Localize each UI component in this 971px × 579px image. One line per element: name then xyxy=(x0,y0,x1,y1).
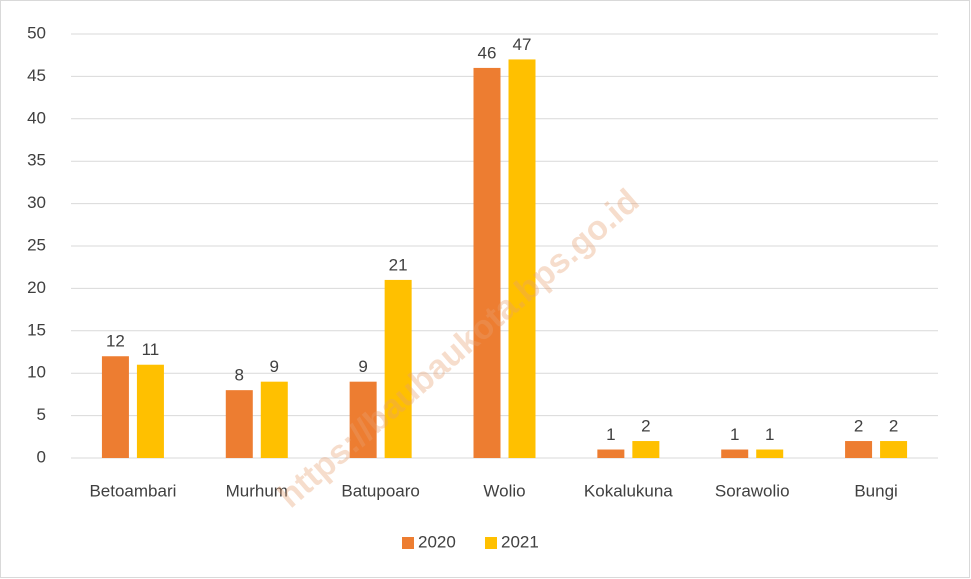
data-label: 12 xyxy=(106,332,125,351)
bar xyxy=(597,449,625,458)
data-label: 2 xyxy=(889,417,898,436)
data-label: 9 xyxy=(358,357,367,376)
x-tick-label: Betoambari xyxy=(89,481,176,500)
data-label: 46 xyxy=(478,43,497,62)
x-tick-label: Bungi xyxy=(854,481,897,500)
data-label: 47 xyxy=(513,35,532,54)
y-tick-label: 40 xyxy=(27,108,46,127)
bar xyxy=(225,390,253,458)
y-tick-label: 0 xyxy=(37,447,46,466)
legend-label: 2020 xyxy=(418,532,456,551)
data-label: 1 xyxy=(765,425,774,444)
legend-label: 2021 xyxy=(501,532,539,551)
data-label: 1 xyxy=(606,425,615,444)
bar xyxy=(101,356,129,458)
data-label: 2 xyxy=(641,417,650,436)
x-tick-label: Batupoaro xyxy=(341,481,419,500)
bar xyxy=(632,441,660,458)
y-tick-label: 35 xyxy=(27,151,46,170)
y-tick-label: 20 xyxy=(27,278,46,297)
legend-swatch xyxy=(485,537,497,549)
bar xyxy=(880,441,908,458)
x-tick-label: Murhum xyxy=(226,481,288,500)
x-tick-label: Sorawolio xyxy=(715,481,790,500)
data-label: 9 xyxy=(270,357,279,376)
y-tick-label: 30 xyxy=(27,193,46,212)
bar xyxy=(721,449,749,458)
x-tick-label: Kokalukuna xyxy=(584,481,673,500)
y-tick-label: 25 xyxy=(27,235,46,254)
data-label: 2 xyxy=(854,417,863,436)
y-tick-label: 15 xyxy=(27,320,46,339)
bar xyxy=(473,67,501,459)
data-label: 11 xyxy=(142,340,160,359)
y-tick-label: 5 xyxy=(37,405,46,424)
bar xyxy=(384,279,412,458)
x-tick-label: Wolio xyxy=(483,481,525,500)
y-tick-label: 50 xyxy=(27,23,46,42)
bar xyxy=(260,381,288,458)
legend-swatch xyxy=(402,537,414,549)
y-tick-label: 45 xyxy=(27,66,46,85)
data-label: 1 xyxy=(730,425,739,444)
data-label: 21 xyxy=(389,255,408,274)
bar xyxy=(508,59,536,458)
bar xyxy=(349,381,377,458)
bar xyxy=(845,441,873,458)
bar xyxy=(756,449,784,458)
y-tick-label: 10 xyxy=(27,363,46,382)
data-label: 8 xyxy=(235,366,244,385)
bar xyxy=(136,364,164,458)
